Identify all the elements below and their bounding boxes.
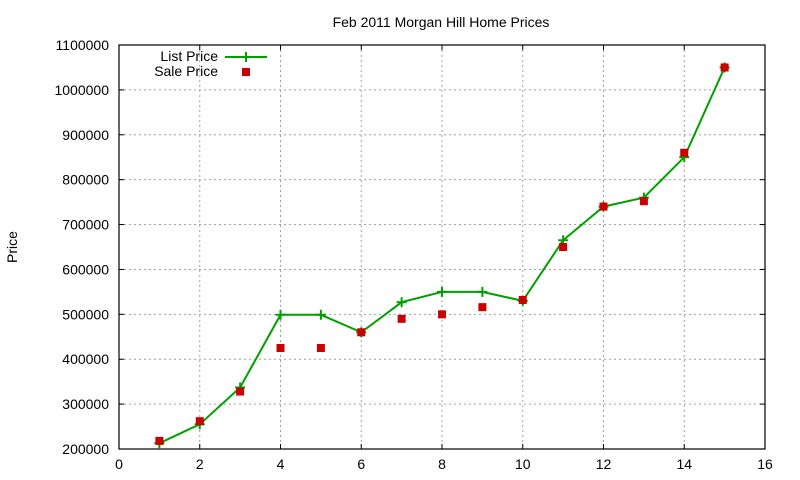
y-tick-label: 600000 <box>62 261 109 277</box>
square-marker-icon <box>276 344 285 352</box>
y-tick-label: 300000 <box>62 396 109 412</box>
x-tick-label: 0 <box>115 456 123 472</box>
legend: List Price Sale Price <box>154 48 267 79</box>
y-tick-label: 800000 <box>62 172 109 188</box>
x-tick-label: 8 <box>438 456 446 472</box>
square-marker-icon <box>559 243 568 251</box>
x-tick-label: 16 <box>757 456 773 472</box>
square-marker-icon <box>397 314 406 323</box>
x-tick-label: 4 <box>277 456 285 472</box>
square-marker-icon <box>438 310 446 319</box>
square-marker-icon <box>720 63 729 72</box>
legend-label-list-price: List Price <box>160 48 218 64</box>
x-tick-label: 10 <box>515 456 531 472</box>
square-marker-icon <box>518 295 527 304</box>
square-marker-icon <box>639 197 648 206</box>
y-axis-ticks: 200000 300000 400000 500000 600000 700000 8000… <box>54 37 765 457</box>
square-marker-icon <box>599 202 608 211</box>
series-sale-price <box>155 63 729 445</box>
y-tick-label: 900000 <box>62 127 109 143</box>
square-marker-icon <box>155 436 164 445</box>
y-tick-label: 400000 <box>62 351 109 367</box>
x-tick-label: 2 <box>196 456 204 472</box>
x-axis-ticks: 0 2 4 6 8 10 12 14 16 <box>115 45 773 472</box>
x-tick-label: 12 <box>596 456 612 472</box>
grid-lines <box>119 45 765 449</box>
y-tick-label: 1100000 <box>56 37 110 53</box>
square-marker-icon <box>236 387 245 396</box>
chart-title: Feb 2011 Morgan Hill Home Prices <box>333 14 550 30</box>
legend-square-icon <box>242 68 250 76</box>
square-marker-icon <box>316 344 325 352</box>
square-marker-icon <box>195 417 204 426</box>
legend-label-sale-price: Sale Price <box>154 63 218 79</box>
square-marker-icon <box>478 303 487 312</box>
y-tick-label: 200000 <box>62 441 109 457</box>
legend-line-icon <box>225 52 267 62</box>
y-tick-label: 700000 <box>62 217 109 233</box>
square-marker-icon <box>357 328 366 337</box>
x-tick-label: 14 <box>676 456 692 472</box>
y-axis-label: Price <box>4 231 20 263</box>
x-tick-label: 6 <box>357 456 365 472</box>
square-marker-icon <box>680 148 689 157</box>
data-series <box>154 62 730 449</box>
y-tick-label: 1000000 <box>54 82 109 98</box>
y-tick-label: 500000 <box>62 306 109 322</box>
